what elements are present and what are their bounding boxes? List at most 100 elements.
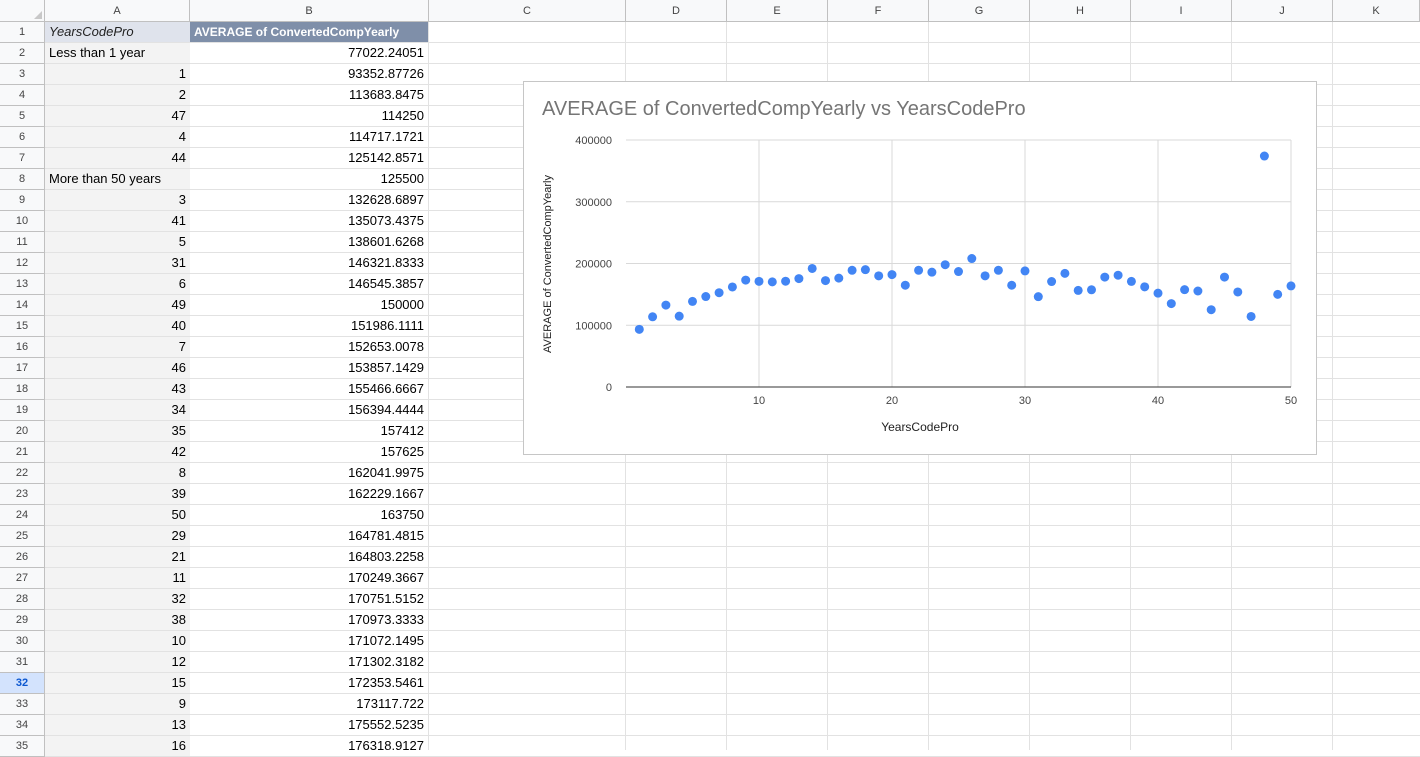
data-point[interactable] xyxy=(1113,270,1123,280)
column-header-k[interactable]: K xyxy=(1333,0,1420,22)
cell-b13[interactable]: 146545.3857 xyxy=(348,276,424,291)
cell-b6[interactable]: 114717.1721 xyxy=(349,129,424,144)
row-header-14[interactable]: 14 xyxy=(0,295,45,316)
row-header-27[interactable]: 27 xyxy=(0,568,45,589)
cell-a29[interactable]: 38 xyxy=(45,610,190,630)
row-header-2[interactable]: 2 xyxy=(0,43,45,64)
row-header-12[interactable]: 12 xyxy=(0,253,45,274)
cell-b5[interactable]: 114250 xyxy=(381,108,424,123)
cell-b15[interactable]: 151986.1111 xyxy=(350,318,424,333)
cell-a12[interactable]: 31 xyxy=(45,253,190,273)
cell-a32[interactable]: 15 xyxy=(45,673,190,693)
data-point[interactable] xyxy=(1206,305,1216,315)
cell-b12[interactable]: 146321.8333 xyxy=(348,255,424,270)
data-point[interactable] xyxy=(648,312,658,322)
row-header-31[interactable]: 31 xyxy=(0,652,45,673)
cell-b24[interactable]: 163750 xyxy=(380,507,424,522)
data-point[interactable] xyxy=(954,267,963,277)
scatter-chart[interactable]: AVERAGE of ConvertedCompYearly vs YearsC… xyxy=(523,81,1317,455)
data-point[interactable] xyxy=(807,263,817,273)
column-header-g[interactable]: G xyxy=(929,0,1030,22)
row-header-22[interactable]: 22 xyxy=(0,463,45,484)
cell-b18[interactable]: 155466.6667 xyxy=(348,381,424,396)
row-header-13[interactable]: 13 xyxy=(0,274,45,295)
row-header-24[interactable]: 24 xyxy=(0,505,45,526)
cell-b26[interactable]: 164803.2258 xyxy=(348,549,424,564)
row-header-30[interactable]: 30 xyxy=(0,631,45,652)
cell-b10[interactable]: 135073.4375 xyxy=(348,213,424,228)
row-header-5[interactable]: 5 xyxy=(0,106,45,127)
data-point[interactable] xyxy=(701,292,711,302)
cell-b20[interactable]: 157412 xyxy=(380,423,424,438)
cell-b16[interactable]: 152653.0078 xyxy=(348,339,424,354)
data-point[interactable] xyxy=(887,270,897,280)
cell-b7[interactable]: 125142.8571 xyxy=(348,150,424,165)
row-header-8[interactable]: 8 xyxy=(0,169,45,190)
cell-a11[interactable]: 5 xyxy=(45,232,190,252)
cell-b30[interactable]: 171072.1495 xyxy=(348,633,424,648)
data-point[interactable] xyxy=(688,296,697,306)
cell-a14[interactable]: 49 xyxy=(45,295,190,315)
data-point[interactable] xyxy=(1047,277,1057,287)
cell-b9[interactable]: 132628.6897 xyxy=(348,192,424,207)
cell-a26[interactable]: 21 xyxy=(45,547,190,567)
data-point[interactable] xyxy=(874,271,884,281)
cell-b11[interactable]: 138601.6268 xyxy=(348,234,424,249)
cell-b3[interactable]: 93352.87726 xyxy=(348,66,424,81)
cell-b33[interactable]: 173117.722 xyxy=(356,696,424,711)
cell-b22[interactable]: 162041.9975 xyxy=(348,465,424,480)
data-point[interactable] xyxy=(1220,272,1229,282)
data-point[interactable] xyxy=(834,273,844,283)
row-header-21[interactable]: 21 xyxy=(0,442,45,463)
cell-a10[interactable]: 41 xyxy=(45,211,190,231)
cell-b14[interactable]: 150000 xyxy=(380,297,424,312)
cell-b8[interactable]: 125500 xyxy=(380,171,424,186)
row-header-4[interactable]: 4 xyxy=(0,85,45,106)
row-header-19[interactable]: 19 xyxy=(0,400,45,421)
row-header-1[interactable]: 1 xyxy=(0,22,45,43)
row-header-35[interactable]: 35 xyxy=(0,736,45,757)
data-point[interactable] xyxy=(661,300,671,310)
row-header-25[interactable]: 25 xyxy=(0,526,45,547)
row-header-33[interactable]: 33 xyxy=(0,694,45,715)
data-point[interactable] xyxy=(1153,288,1163,298)
row-header-7[interactable]: 7 xyxy=(0,148,45,169)
cell-a22[interactable]: 8 xyxy=(45,463,190,483)
data-point[interactable] xyxy=(993,265,1003,275)
data-point[interactable] xyxy=(1246,311,1256,321)
cell-a8[interactable]: More than 50 years xyxy=(45,169,190,189)
data-point[interactable] xyxy=(1180,285,1190,295)
column-header-f[interactable]: F xyxy=(828,0,929,22)
data-point[interactable] xyxy=(1259,151,1269,161)
data-point[interactable] xyxy=(967,254,977,264)
cell-b23[interactable]: 162229.1667 xyxy=(348,486,424,501)
cell-a16[interactable]: 7 xyxy=(45,337,190,357)
data-point[interactable] xyxy=(1140,282,1150,292)
row-header-15[interactable]: 15 xyxy=(0,316,45,337)
cell-a13[interactable]: 6 xyxy=(45,274,190,294)
cell-b29[interactable]: 170973.3333 xyxy=(348,612,424,627)
data-point[interactable] xyxy=(1100,272,1110,282)
data-point[interactable] xyxy=(900,280,910,290)
data-point[interactable] xyxy=(741,275,751,285)
data-point[interactable] xyxy=(1073,285,1083,295)
cell-a7[interactable]: 44 xyxy=(45,148,190,168)
cell-a19[interactable]: 34 xyxy=(45,400,190,420)
data-point[interactable] xyxy=(927,267,937,277)
cell-a3[interactable]: 1 xyxy=(45,64,190,84)
row-header-28[interactable]: 28 xyxy=(0,589,45,610)
column-header-a[interactable]: A xyxy=(45,0,190,22)
row-header-18[interactable]: 18 xyxy=(0,379,45,400)
row-header-17[interactable]: 17 xyxy=(0,358,45,379)
column-header-d[interactable]: D xyxy=(626,0,727,22)
data-point[interactable] xyxy=(914,265,924,275)
data-point[interactable] xyxy=(980,271,990,281)
row-header-11[interactable]: 11 xyxy=(0,232,45,253)
cell-a35[interactable]: 16 xyxy=(45,736,190,756)
cell-a15[interactable]: 40 xyxy=(45,316,190,336)
cell-b25[interactable]: 164781.4815 xyxy=(348,528,424,543)
cell-a18[interactable]: 43 xyxy=(45,379,190,399)
cell-b4[interactable]: 113683.8475 xyxy=(349,87,424,102)
select-all-corner[interactable] xyxy=(0,0,45,22)
